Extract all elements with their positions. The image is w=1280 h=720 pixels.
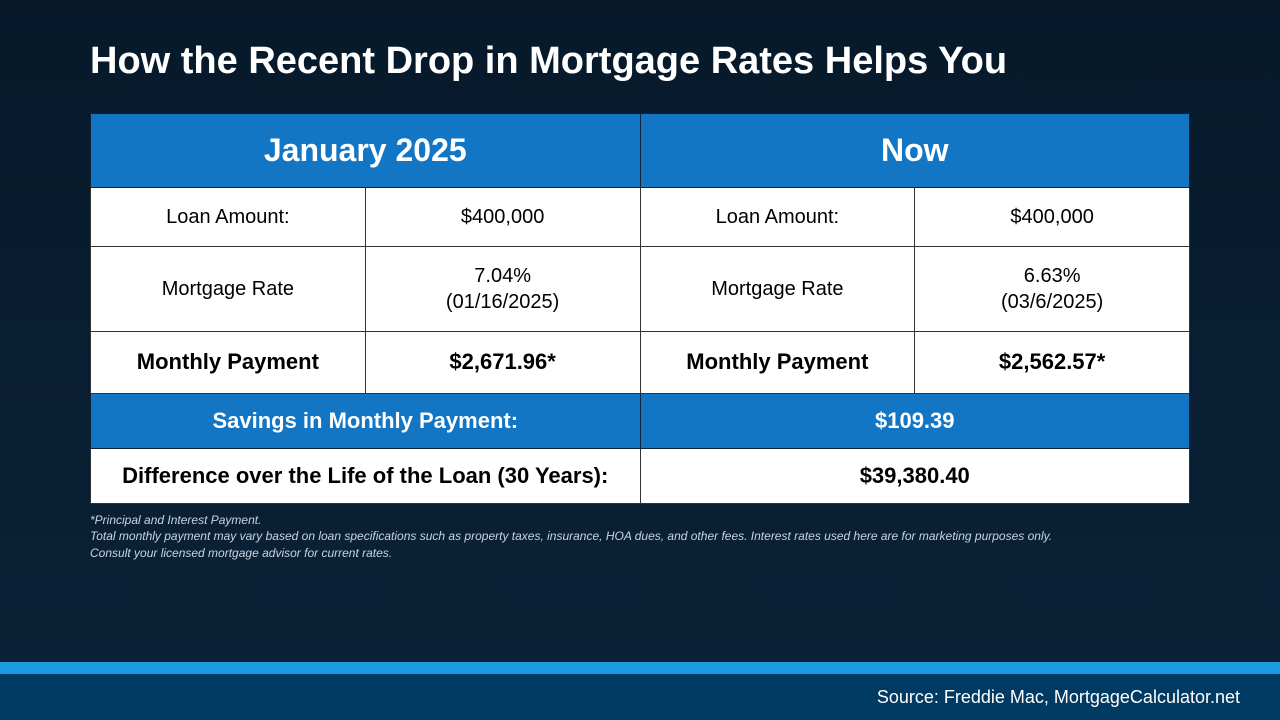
payment-value-left: $2,671.96* [365, 332, 640, 394]
loan-amount-label-right: Loan Amount: [640, 188, 915, 247]
payment-label-left: Monthly Payment [91, 332, 366, 394]
rate-label-right: Mortgage Rate [640, 247, 915, 332]
savings-label: Savings in Monthly Payment: [91, 393, 641, 448]
loan-amount-label-left: Loan Amount: [91, 188, 366, 247]
disclaimer-line-1: *Principal and Interest Payment. [90, 512, 1190, 529]
payment-label-right: Monthly Payment [640, 332, 915, 394]
comparison-table: January 2025 Now Loan Amount: $400,000 L… [90, 113, 1190, 504]
header-left: January 2025 [91, 114, 641, 188]
rate-label-left: Mortgage Rate [91, 247, 366, 332]
disclaimer-line-2: Total monthly payment may vary based on … [90, 528, 1190, 545]
table-row: Monthly Payment $2,671.96* Monthly Payme… [91, 332, 1190, 394]
disclaimer-line-3: Consult your licensed mortgage advisor f… [90, 545, 1190, 562]
page-title: How the Recent Drop in Mortgage Rates He… [90, 40, 1190, 83]
footer-accent-bar [0, 662, 1280, 674]
table-row: Mortgage Rate 7.04%(01/16/2025) Mortgage… [91, 247, 1190, 332]
rate-value-left: 7.04%(01/16/2025) [365, 247, 640, 332]
table-header-row: January 2025 Now [91, 114, 1190, 188]
loan-amount-value-right: $400,000 [915, 188, 1190, 247]
payment-value-right: $2,562.57* [915, 332, 1190, 394]
difference-row: Difference over the Life of the Loan (30… [91, 448, 1190, 503]
loan-amount-value-left: $400,000 [365, 188, 640, 247]
footer: Source: Freddie Mac, MortgageCalculator.… [0, 662, 1280, 720]
table-row: Loan Amount: $400,000 Loan Amount: $400,… [91, 188, 1190, 247]
savings-row: Savings in Monthly Payment: $109.39 [91, 393, 1190, 448]
content-container: How the Recent Drop in Mortgage Rates He… [0, 0, 1280, 562]
header-right: Now [640, 114, 1190, 188]
diff-label: Difference over the Life of the Loan (30… [91, 448, 641, 503]
disclaimer: *Principal and Interest Payment. Total m… [90, 512, 1190, 562]
rate-value-right: 6.63%(03/6/2025) [915, 247, 1190, 332]
source-text: Source: Freddie Mac, MortgageCalculator.… [877, 687, 1240, 708]
diff-value: $39,380.40 [640, 448, 1190, 503]
footer-source-bar: Source: Freddie Mac, MortgageCalculator.… [0, 674, 1280, 720]
savings-value: $109.39 [640, 393, 1190, 448]
